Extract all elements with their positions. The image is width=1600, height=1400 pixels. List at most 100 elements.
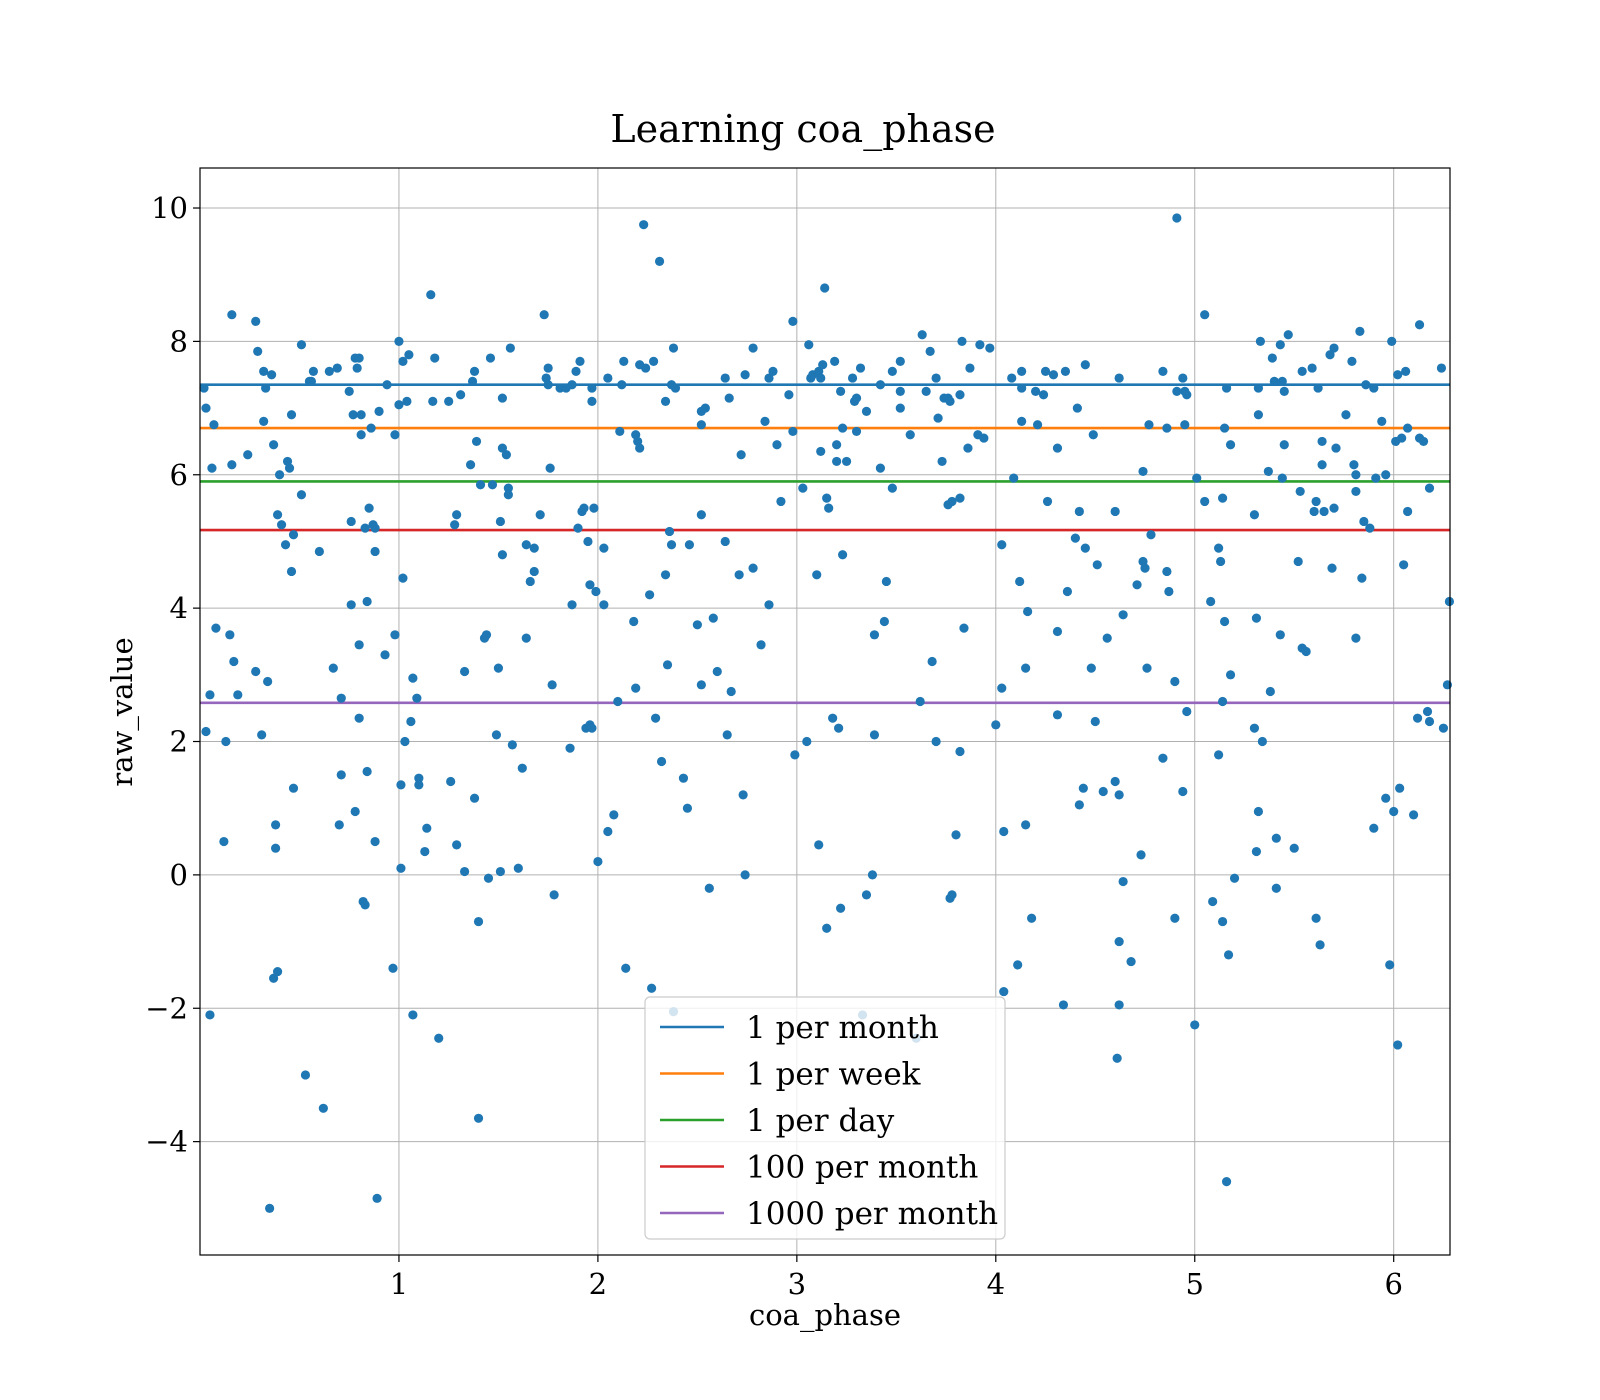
data-point [460, 666, 470, 677]
data-point [332, 363, 342, 373]
data-point [768, 366, 778, 376]
data-point [1208, 896, 1218, 907]
data-point [736, 450, 746, 460]
data-point [388, 963, 398, 973]
data-point [881, 576, 891, 587]
data-point [318, 1103, 328, 1113]
data-point [957, 336, 967, 346]
data-point [284, 463, 295, 473]
data-point [660, 570, 671, 580]
data-point [1249, 723, 1260, 733]
data-point [493, 663, 504, 673]
data-point [263, 676, 273, 687]
data-point [1146, 530, 1156, 540]
data-point [1329, 503, 1339, 513]
data-point [895, 386, 905, 397]
data-point [251, 666, 261, 677]
data-point [955, 390, 965, 400]
data-point [450, 520, 460, 530]
data-point [740, 370, 750, 380]
data-point [748, 563, 758, 573]
data-point [1170, 676, 1180, 687]
data-point [828, 713, 838, 723]
data-point [951, 830, 961, 840]
data-point [1438, 723, 1449, 733]
data-point [370, 546, 380, 557]
data-point [619, 356, 629, 366]
data-point [660, 396, 671, 407]
data-point [1042, 496, 1053, 507]
data-point [609, 810, 619, 820]
data-point [772, 440, 782, 450]
data-point [422, 823, 432, 833]
data-point [396, 780, 406, 790]
data-point [1218, 916, 1228, 927]
data-point [521, 540, 531, 550]
data-point [985, 343, 995, 353]
data-point [1395, 783, 1405, 793]
data-point [682, 803, 693, 813]
data-point [1277, 376, 1287, 386]
y-axis-label: raw_value [105, 637, 140, 786]
data-point [1110, 776, 1120, 787]
data-point [1301, 646, 1311, 657]
data-point [271, 843, 281, 853]
data-point [485, 353, 496, 363]
data-point [822, 923, 832, 933]
data-point [251, 316, 261, 326]
data-point [372, 1193, 382, 1203]
data-point [975, 340, 985, 350]
data-point [1200, 310, 1210, 320]
data-point [664, 526, 675, 537]
data-point [955, 493, 965, 503]
data-point [1038, 390, 1049, 400]
data-point [963, 443, 973, 453]
data-point [348, 410, 358, 420]
data-point [412, 693, 422, 703]
data-point [350, 806, 360, 817]
data-point [328, 663, 338, 673]
data-point [1136, 850, 1146, 860]
y-axis-ticks: −4 −2 0 2 4 6 8 10 [145, 191, 200, 1159]
data-point [543, 380, 553, 390]
data-point [549, 890, 559, 900]
data-point [1385, 960, 1395, 970]
data-point [1377, 416, 1387, 427]
data-point [841, 456, 852, 467]
data-point [380, 650, 390, 660]
data-point [895, 356, 905, 366]
data-point [346, 600, 356, 610]
data-point [822, 493, 832, 503]
data-point [838, 423, 848, 433]
data-point [589, 503, 599, 513]
data-point [802, 736, 812, 747]
data-point [1219, 616, 1230, 627]
data-point [1126, 956, 1136, 967]
data-point [917, 330, 927, 340]
data-point [1092, 560, 1102, 570]
data-point [639, 220, 649, 230]
data-point [788, 316, 798, 326]
data-point [346, 516, 356, 527]
data-point [851, 426, 862, 437]
data-point [288, 530, 299, 540]
data-point [720, 373, 730, 383]
data-point [1253, 806, 1264, 817]
data-point [931, 736, 941, 747]
data-point [402, 396, 412, 407]
data-point [444, 396, 454, 407]
data-point [352, 363, 362, 373]
data-point [991, 720, 1001, 730]
data-point [1275, 340, 1285, 350]
data-point [1172, 213, 1182, 223]
data-point [308, 366, 319, 376]
data-point [1170, 913, 1180, 923]
data-point [565, 743, 575, 753]
data-point [1172, 386, 1182, 397]
data-point [1307, 363, 1317, 373]
data-point [356, 430, 366, 440]
data-point [505, 343, 515, 353]
data-point [603, 373, 613, 383]
data-point [1017, 366, 1027, 376]
data-point [927, 656, 937, 667]
